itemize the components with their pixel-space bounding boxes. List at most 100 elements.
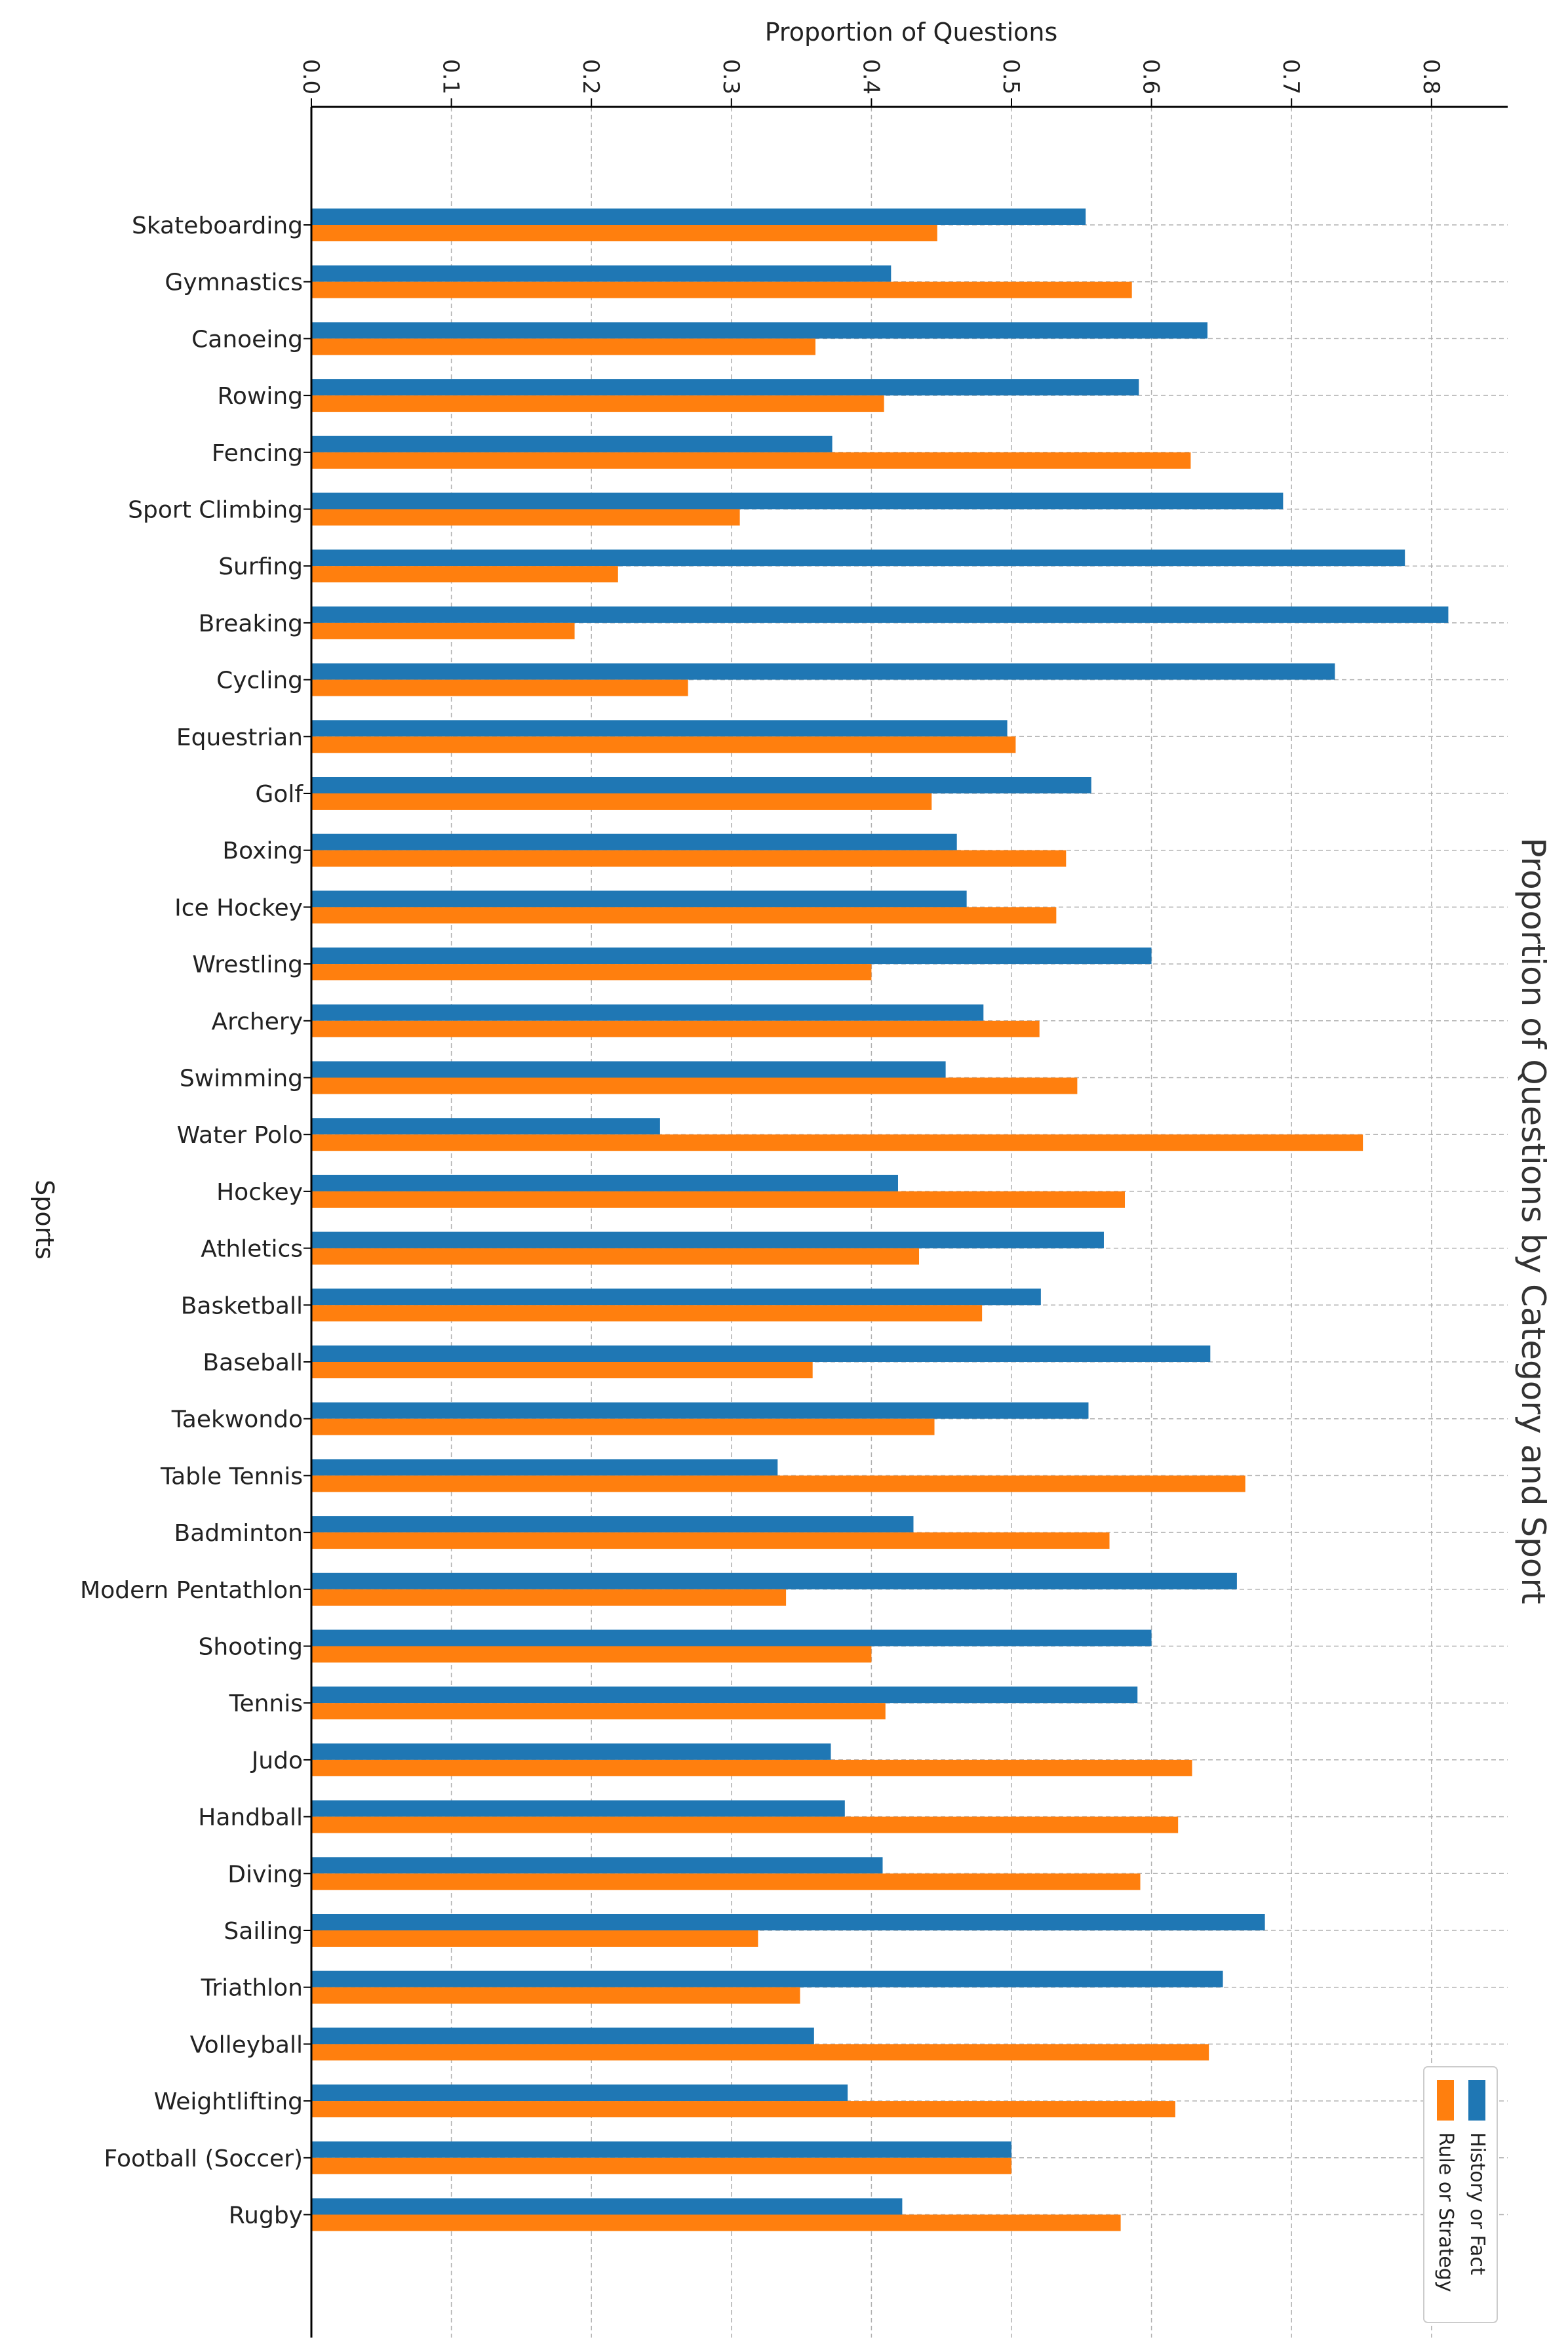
bar-rule-6 (311, 566, 618, 583)
bar-history-10 (311, 777, 1091, 793)
bar-rule-21 (311, 1418, 935, 1435)
category-label-28: Handball (198, 1804, 303, 1831)
bar-rule-10 (311, 793, 932, 810)
bar-rule-12 (311, 907, 1057, 924)
legend-swatch-history (1468, 2080, 1485, 2121)
category-label-24: Modern Pentathlon (80, 1577, 303, 1604)
bar-history-21 (311, 1402, 1089, 1419)
bar-history-11 (311, 833, 957, 850)
bar-history-22 (311, 1459, 778, 1476)
bar-rule-34 (311, 2157, 1011, 2174)
bar-history-8 (311, 663, 1335, 680)
x-tick-label-8: 0.8 (1418, 59, 1444, 94)
category-label-2: Canoeing (191, 326, 303, 353)
bar-rule-25 (311, 1646, 872, 1663)
bar-rule-1 (311, 281, 1132, 298)
bar-rule-3 (311, 395, 884, 412)
bar-rule-22 (311, 1475, 1245, 1492)
bar-history-35 (311, 2198, 903, 2215)
bar-rule-32 (311, 2044, 1209, 2061)
bar-rule-20 (311, 1362, 813, 1378)
bar-rule-18 (311, 1248, 920, 1265)
chart-title: Proportion of Questions by Category and … (1514, 837, 1552, 1604)
bar-history-28 (311, 1800, 845, 1817)
bar-history-12 (311, 890, 967, 907)
bar-history-0 (311, 209, 1086, 225)
bar-rule-29 (311, 1873, 1141, 1890)
x-tick-label-4: 0.4 (857, 59, 884, 94)
bar-history-33 (311, 2084, 848, 2102)
x-tick-label-5: 0.5 (998, 59, 1024, 94)
bar-history-4 (311, 435, 833, 452)
bar-rule-4 (311, 452, 1191, 469)
bar-history-32 (311, 2027, 814, 2044)
bar-history-34 (311, 2141, 1011, 2158)
category-label-1: Gymnastics (165, 269, 303, 296)
bar-history-30 (311, 1914, 1265, 1930)
category-label-26: Tennis (229, 1690, 303, 1717)
category-label-5: Sport Climbing (128, 497, 303, 524)
legend-label-history: History or Fact (1466, 2132, 1489, 2275)
bar-history-16 (311, 1118, 660, 1135)
bar-history-24 (311, 1572, 1237, 1589)
category-label-34: Football (Soccer) (104, 2145, 303, 2172)
category-label-13: Wrestling (192, 951, 303, 978)
bar-history-14 (311, 1004, 984, 1021)
category-labels-layer: Skateboarding Gymnastics Canoeing Rowing Fen… (80, 212, 311, 2229)
bar-rule-33 (311, 2101, 1175, 2118)
bar-rule-30 (311, 1930, 758, 1947)
category-label-17: Hockey (216, 1179, 303, 1206)
category-label-4: Fencing (212, 440, 303, 467)
category-label-31: Triathlon (201, 1975, 303, 2002)
bar-rule-0 (311, 225, 937, 241)
x-tick-label-0: 0.0 (298, 59, 324, 94)
bar-rule-8 (311, 679, 688, 696)
category-label-0: Skateboarding (132, 212, 303, 239)
legend-box (1423, 2066, 1498, 2323)
bar-rule-7 (311, 622, 575, 639)
bar-history-29 (311, 1857, 883, 1874)
bar-history-15 (311, 1061, 946, 1078)
bar-history-2 (311, 322, 1208, 339)
axes-layer (310, 106, 1508, 2338)
x-tick-label-3: 0.3 (718, 59, 744, 94)
x-ticks-layer: 0.0 0.1 0.2 0.3 0.4 0.5 0.6 0.7 0.8 (298, 59, 1444, 107)
bar-rule-2 (311, 338, 815, 355)
bar-history-7 (311, 606, 1449, 623)
bar-rule-31 (311, 1987, 800, 2004)
bar-history-3 (311, 379, 1139, 396)
category-label-27: Judo (250, 1747, 303, 1774)
bar-rule-9 (311, 736, 1016, 753)
category-label-3: Rowing (217, 383, 303, 410)
bar-rule-16 (311, 1134, 1363, 1151)
category-label-15: Swimming (180, 1066, 303, 1092)
legend-swatch-rule (1437, 2080, 1454, 2121)
bar-history-18 (311, 1231, 1104, 1248)
category-label-22: Table Tennis (160, 1463, 303, 1490)
bar-rule-24 (311, 1589, 787, 1606)
bar-rule-28 (311, 1816, 1179, 1833)
bar-history-20 (311, 1345, 1211, 1362)
category-label-23: Badminton (174, 1520, 303, 1547)
bar-history-27 (311, 1743, 831, 1760)
category-label-14: Archery (212, 1008, 304, 1035)
category-label-11: Boxing (222, 838, 303, 865)
category-label-8: Cycling (216, 668, 303, 694)
bar-history-1 (311, 265, 892, 282)
category-label-12: Ice Hockey (174, 894, 303, 921)
x-axis-title: Proportion of Questions (765, 18, 1058, 47)
x-tick-label-6: 0.6 (1138, 59, 1164, 94)
bar-rule-5 (311, 509, 740, 526)
category-label-29: Diving (227, 1861, 303, 1888)
bar-rule-13 (311, 964, 872, 981)
x-tick-label-2: 0.2 (578, 59, 604, 94)
legend: History or Fact Rule or Strategy (1423, 2066, 1498, 2323)
category-label-32: Volleyball (190, 2031, 303, 2058)
bar-history-26 (311, 1686, 1138, 1704)
bar-history-31 (311, 1970, 1223, 1987)
bar-rule-27 (311, 1759, 1192, 1776)
category-label-21: Taekwondo (171, 1406, 303, 1433)
bar-rule-19 (311, 1305, 983, 1322)
bar-history-5 (311, 492, 1284, 509)
